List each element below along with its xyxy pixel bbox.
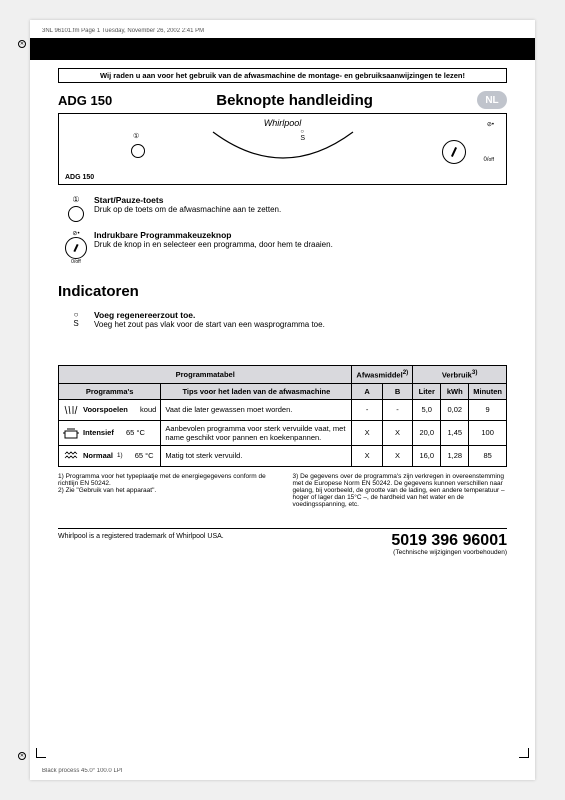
control-desc: Druk op de toets om de afwasmachine aan … [94, 205, 281, 214]
control-title: Indrukbare Programmakeuzeknop [94, 230, 333, 240]
trademark-text: Whirlpool is a registered trademark of W… [58, 533, 224, 540]
cell-min: 85 [469, 445, 507, 466]
door-curve-icon [208, 128, 358, 164]
indicator-title: Voeg regenereerzout toe. [94, 310, 325, 320]
th-b: B [382, 383, 412, 399]
table-row: Normaal1) 65 °C Matig tot sterk vervuild… [59, 445, 507, 466]
dial-text: Indrukbare Programmakeuzeknop Druk de kn… [94, 230, 333, 249]
page-title: Beknopte handleiding [216, 92, 373, 109]
footnotes: 1) Programma voor het typeplaatje met de… [58, 473, 507, 508]
cell-a: X [352, 420, 382, 445]
program-table: Programmatabel Afwasmiddel2) Verbruik3) … [58, 365, 507, 467]
title-bar: ADG 150 Beknopte handleiding NL [58, 91, 507, 109]
cell-program: Normaal1) 65 °C [59, 445, 161, 466]
black-bar-top [30, 38, 535, 60]
control-panel-diagram: Whirlpool ① ○S ⊘• 0/off ADG 150 [58, 113, 507, 185]
cell-tip: Vaat die later gewassen moet worden. [161, 399, 352, 420]
th-tips: Tips voor het laden van de afwasmachine [161, 383, 352, 399]
cell-tip: Aanbevolen programma voor sterk vervuild… [161, 420, 352, 445]
crop-mark-bl [36, 748, 46, 758]
start-button-icon [131, 144, 145, 158]
salt-icon-col: ○ S [58, 310, 94, 328]
cell-b: X [382, 420, 412, 445]
cell-b: X [382, 445, 412, 466]
cell-a: X [352, 445, 382, 466]
code-block: 5019 396 96001 (Technische wijzigingen v… [391, 533, 507, 556]
crop-mark-tr [519, 48, 529, 58]
control-row-dial: ⊘• 0/off Indrukbare Programmakeuzeknop D… [58, 230, 507, 265]
start-icon-col: ① [58, 195, 94, 222]
cell-program: Intensief 65 °C [59, 420, 161, 445]
notice-box: Wij raden u aan voor het gebruik van de … [58, 68, 507, 83]
th-min: Minuten [469, 383, 507, 399]
table: Programmatabel Afwasmiddel2) Verbruik3) … [58, 365, 507, 467]
document-code: 5019 396 96001 [391, 533, 507, 549]
cell-tip: Matig tot sterk vervuild. [161, 445, 352, 466]
brand-logo: Whirlpool [264, 118, 302, 128]
cell-liter: 16,0 [413, 445, 441, 466]
th-usage: Verbruik3) [413, 366, 507, 384]
cell-b: - [382, 399, 412, 420]
table-header-row-1: Programmatabel Afwasmiddel2) Verbruik3) [59, 366, 507, 384]
th-programs: Programma's [59, 383, 161, 399]
register-mark-top: ✕ [18, 40, 26, 48]
th-liter: Liter [413, 383, 441, 399]
footnote-left: 1) Programma voor het typeplaatje met de… [58, 473, 273, 508]
footnote-right: 3) De gegevens over de programma's zijn … [293, 473, 508, 508]
salt-text: Voeg regenereerzout toe. Voeg het zout p… [94, 310, 325, 329]
page: 3NL 96101.fm Page 1 Tuesday, November 26… [30, 20, 535, 780]
dial-icon-col: ⊘• 0/off [58, 230, 94, 265]
file-meta-top: 3NL 96101.fm Page 1 Tuesday, November 26… [42, 28, 204, 34]
cell-min: 9 [469, 399, 507, 420]
off-label: 0/off [484, 157, 494, 164]
start-text: Start/Pauze-toets Druk op de toets om de… [94, 195, 281, 214]
table-row: Intensief 65 °C Aanbevolen programma voo… [59, 420, 507, 445]
indicator-desc: Voeg het zout pas vlak voor de start van… [94, 320, 325, 329]
controls-list: ① Start/Pauze-toets Druk op de toets om … [58, 195, 507, 265]
panel-model-label: ADG 150 [65, 174, 94, 181]
crop-mark-br [519, 748, 529, 758]
th-kwh: kWh [441, 383, 469, 399]
cell-kwh: 1,28 [441, 445, 469, 466]
normal-icon [63, 449, 79, 463]
start-symbol: ① [133, 132, 139, 140]
cell-liter: 5,0 [413, 399, 441, 420]
file-meta-bottom: Black process 45.0° 100.0 LPI [42, 768, 122, 774]
th-detergent: Afwasmiddel2) [352, 366, 413, 384]
crop-mark-tl [36, 48, 46, 58]
dial-icon [65, 237, 87, 259]
cell-program: Voorspoelen koud [59, 399, 161, 420]
th-main: Programmatabel [59, 366, 352, 384]
salt-indicator-icon: ○S [300, 128, 305, 142]
circle-icon [68, 206, 84, 222]
table-row: Voorspoelen koud Vaat die later gewassen… [59, 399, 507, 420]
language-badge: NL [477, 91, 507, 109]
code-note: (Technische wijzigingen voorbehouden) [391, 549, 507, 556]
cell-kwh: 0,02 [441, 399, 469, 420]
model-number: ADG 150 [58, 93, 112, 108]
control-title: Start/Pauze-toets [94, 195, 281, 205]
cell-a: - [352, 399, 382, 420]
footer-bar: Whirlpool is a registered trademark of W… [58, 528, 507, 556]
program-dial-icon [442, 140, 466, 164]
cell-min: 100 [469, 420, 507, 445]
indicators-heading: Indicatoren [58, 283, 507, 300]
rinse-icon [63, 403, 79, 417]
cell-liter: 20,0 [413, 420, 441, 445]
indicator-row-salt: ○ S Voeg regenereerzout toe. Voeg het zo… [58, 310, 507, 329]
cell-kwh: 1,45 [441, 420, 469, 445]
control-desc: Druk de knop in en selecteer een program… [94, 240, 333, 249]
th-a: A [352, 383, 382, 399]
control-row-start: ① Start/Pauze-toets Druk op de toets om … [58, 195, 507, 222]
pot-icon [63, 426, 79, 440]
dial-labels: ⊘• 0/off [484, 122, 494, 163]
register-mark-bottom: ✕ [18, 752, 26, 760]
table-header-row-2: Programma's Tips voor het laden van de a… [59, 383, 507, 399]
